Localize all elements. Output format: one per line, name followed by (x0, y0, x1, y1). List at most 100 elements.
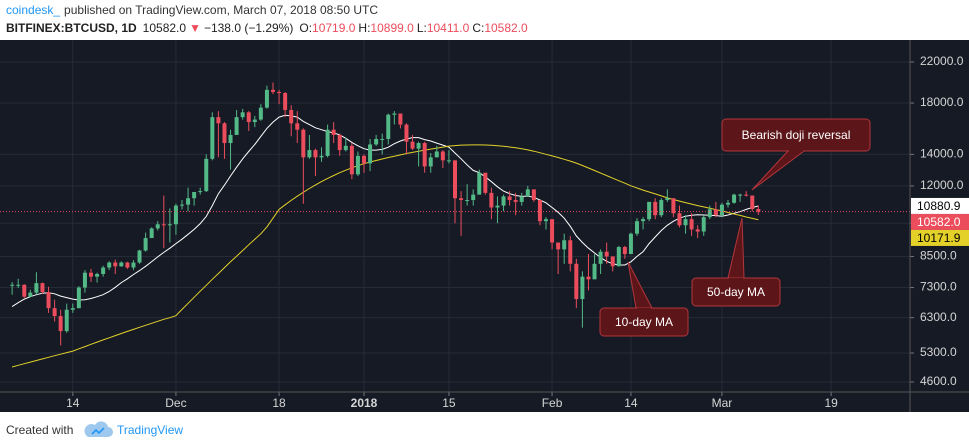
candle-body (519, 196, 524, 202)
candle-body (398, 113, 403, 125)
candle-body (580, 276, 585, 300)
candle-body (622, 247, 627, 255)
x-tick-label: 19 (824, 396, 838, 410)
footer-brand[interactable]: TradingView (117, 423, 183, 437)
candle-body (119, 262, 124, 267)
candle-body (598, 251, 603, 264)
header-line-2: BITFINEX:BTCUSD, 1D 10582.0 ▼ −138.0 (−1.29… (6, 21, 528, 35)
callout-label: 50-day MA (707, 285, 765, 299)
candle-body (252, 119, 257, 123)
price-box-label: 10171.9 (917, 231, 961, 245)
candle-body (149, 228, 154, 239)
candle-body (295, 123, 300, 130)
candle-body (574, 263, 579, 300)
candle-body (271, 89, 275, 92)
candle-body (428, 157, 433, 167)
published: published on TradingView.com, March 07, … (64, 3, 378, 17)
tradingview-logo (84, 421, 113, 437)
candle-body (410, 141, 415, 149)
candle-body (459, 198, 464, 201)
candle-body (556, 242, 561, 250)
candle-body (719, 204, 724, 216)
candle-body (16, 284, 21, 286)
x-tick-label: Mar (712, 396, 733, 410)
candle-body (155, 224, 160, 229)
candle-body (70, 308, 75, 310)
ma-line (11, 144, 759, 368)
candle-body (404, 124, 409, 142)
candle-body (489, 192, 494, 208)
candle-body (58, 316, 63, 332)
candle-body (465, 200, 470, 202)
candle-body (726, 202, 730, 205)
y-tick-label: 14000.0 (920, 147, 964, 161)
y-tick-label: 22000.0 (920, 54, 964, 68)
candle-body (507, 196, 512, 201)
candle-body (647, 201, 652, 220)
candle-body (173, 205, 178, 225)
author[interactable]: coindesk_ (6, 3, 60, 17)
candle-body (665, 198, 670, 201)
x-tick-label: Feb (542, 396, 563, 410)
candle-body (422, 143, 427, 167)
candle-body (471, 194, 476, 201)
candle-body (186, 198, 191, 205)
x-tick-label: Dec (165, 396, 186, 410)
footer-background (0, 412, 969, 448)
y-tick-label: 7300.0 (920, 280, 957, 294)
chart-background (0, 40, 969, 412)
price-box (911, 197, 969, 214)
candle-body (756, 209, 761, 212)
candle-body (64, 309, 69, 332)
candle-body (525, 189, 530, 197)
x-tick-label: 14 (624, 396, 638, 410)
candle-body (216, 117, 221, 124)
candle-body (240, 112, 245, 118)
x-tick-label: 14 (66, 396, 80, 410)
header-line-1: coindesk_ published on TradingView.com, M… (6, 3, 378, 17)
candle-body (368, 144, 373, 164)
candle-body (28, 292, 33, 297)
candle-body (337, 134, 342, 151)
x-tick-label: 2018 (351, 396, 378, 410)
candle-body (677, 213, 682, 226)
candle-body (125, 262, 130, 268)
candle-body (319, 155, 324, 158)
candle-body (325, 129, 330, 156)
candle-body (246, 112, 251, 123)
candle-body (22, 284, 27, 297)
candle-body (659, 200, 664, 216)
candle-body (277, 91, 282, 94)
candle-body (495, 205, 500, 208)
candle-body (89, 272, 93, 277)
candle-body (671, 198, 676, 214)
candle-body (616, 247, 621, 267)
logo-cloud (84, 421, 113, 437)
footer-text: Created with (6, 423, 73, 437)
candle-body (483, 172, 488, 193)
price-box-label: 10880.9 (917, 199, 961, 213)
ohlc-value: 10411.0 (427, 21, 470, 35)
candle-body (562, 240, 567, 250)
candle-body (289, 109, 294, 124)
change: −138.0 (−1.29%) (204, 21, 293, 35)
candle-body (76, 287, 81, 309)
candle-body (750, 195, 755, 210)
ma-line (11, 114, 759, 308)
candle-body (744, 194, 749, 196)
candle-body (604, 251, 609, 257)
candle-body (301, 129, 306, 158)
candle-body (374, 138, 379, 145)
candle-body (131, 262, 136, 268)
callout-label: Bearish doji reversal (742, 128, 851, 142)
candle-body (501, 196, 506, 206)
candle-body (695, 229, 700, 232)
candle-body (349, 145, 354, 175)
candle-body (95, 274, 100, 277)
candle-body (204, 158, 209, 192)
plot (0, 40, 910, 392)
candle-body (222, 123, 227, 144)
candle-body (531, 189, 536, 201)
symbol: BITFINEX:BTCUSD, 1D (6, 21, 137, 35)
price-box (911, 213, 969, 230)
